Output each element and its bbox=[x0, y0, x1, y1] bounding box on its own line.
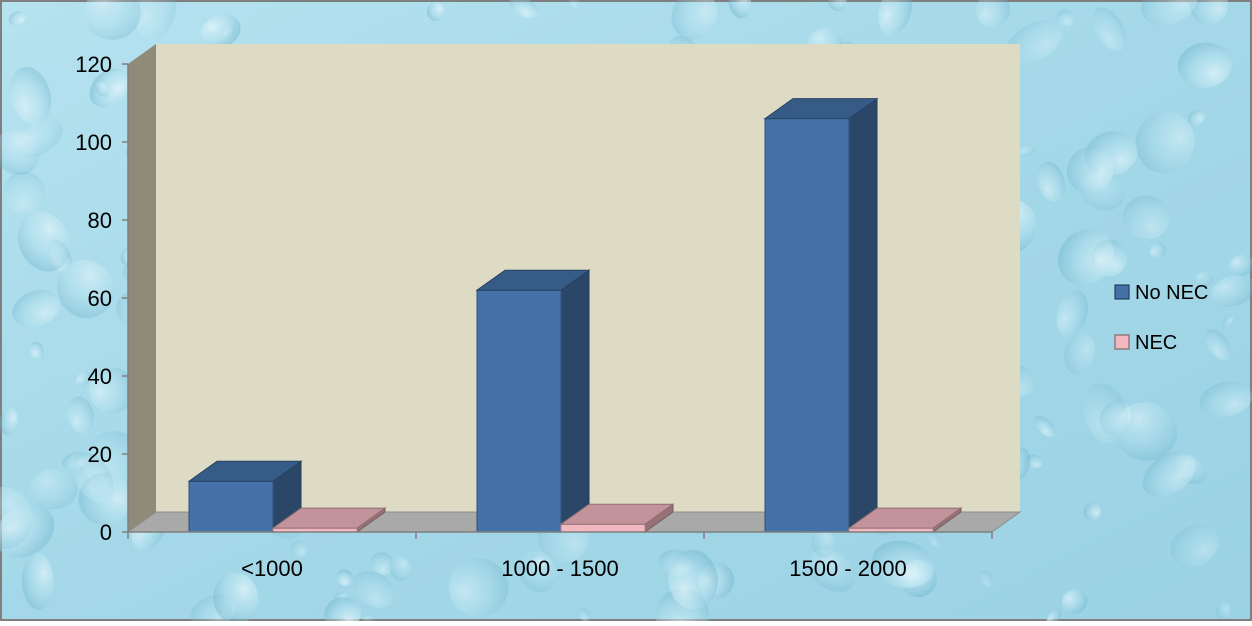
bar-no-nec bbox=[475, 269, 591, 533]
y-tick-label: 80 bbox=[88, 208, 112, 233]
bar-top bbox=[271, 507, 387, 529]
bar-front bbox=[188, 480, 274, 533]
legend: No NEC NEC bbox=[1114, 282, 1208, 354]
y-tick-label: 60 bbox=[88, 286, 112, 311]
bar-front bbox=[476, 289, 562, 533]
bar-nec bbox=[559, 503, 675, 533]
y-tick-label: 20 bbox=[88, 442, 112, 467]
bar-top bbox=[847, 507, 963, 529]
y-tick-label: 120 bbox=[75, 52, 112, 77]
y-tick-label: 40 bbox=[88, 364, 112, 389]
bar-nec bbox=[271, 507, 387, 533]
bar-front bbox=[764, 118, 850, 533]
plot-wall-side bbox=[128, 44, 156, 532]
x-tick-label: 1000 - 1500 bbox=[501, 556, 618, 581]
x-tick-label: <1000 bbox=[241, 556, 303, 581]
legend-label: No NEC bbox=[1135, 282, 1208, 304]
bar-front bbox=[560, 523, 646, 533]
y-tick-label: 0 bbox=[100, 520, 112, 545]
bars bbox=[187, 97, 963, 533]
bar-no-nec bbox=[763, 97, 879, 533]
x-axis: <1000 1000 - 1500 1500 - 2000 bbox=[127, 531, 993, 581]
x-tick-label: 1500 - 2000 bbox=[789, 556, 906, 581]
y-axis: 0 20 40 60 80 100 120 bbox=[75, 52, 129, 545]
bar-nec bbox=[847, 507, 963, 533]
y-tick-label: 100 bbox=[75, 130, 112, 155]
bar-top bbox=[559, 503, 675, 525]
legend-swatch bbox=[1114, 334, 1130, 350]
bar-side bbox=[848, 97, 878, 533]
legend-label: NEC bbox=[1135, 332, 1177, 354]
bar-top bbox=[475, 269, 591, 291]
legend-swatch bbox=[1114, 284, 1130, 300]
bar-top bbox=[187, 460, 303, 482]
bar-side bbox=[560, 269, 590, 533]
bar-top bbox=[763, 98, 879, 120]
